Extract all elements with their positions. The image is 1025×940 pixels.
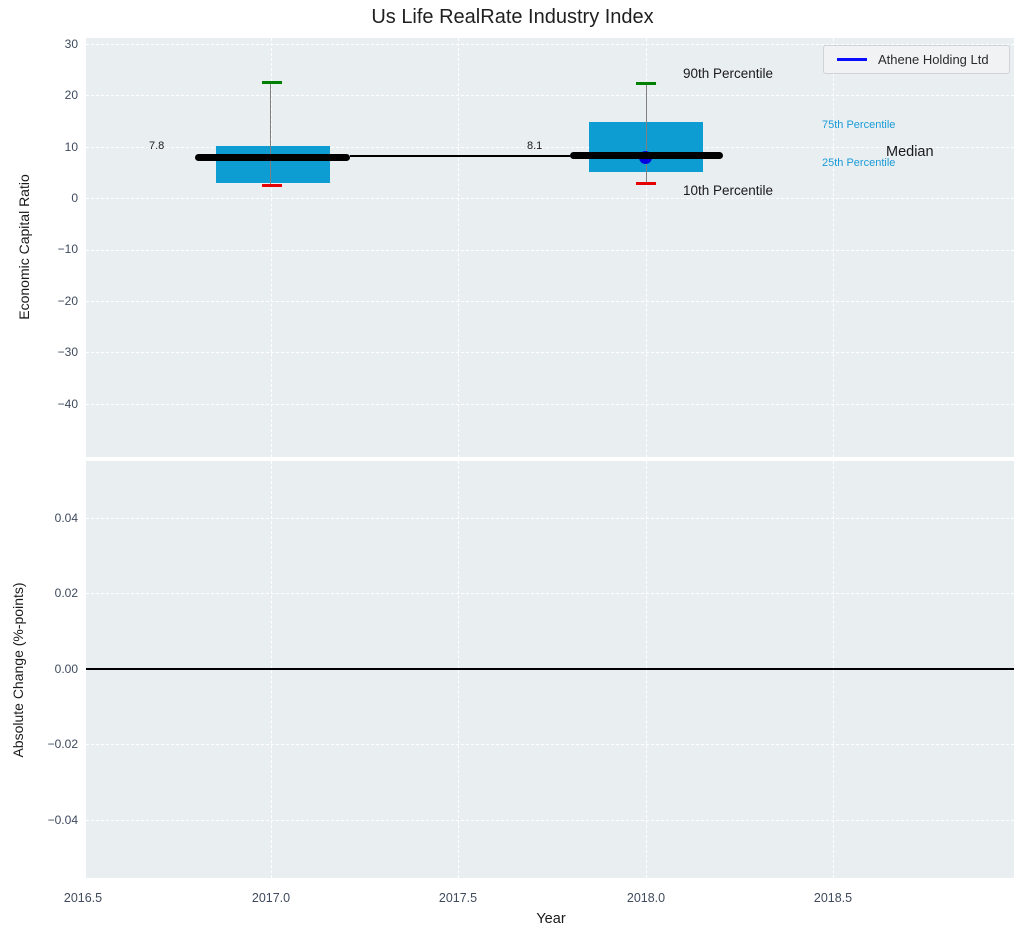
ytick-top: −40 — [57, 397, 78, 411]
ytick-bottom: −0.02 — [47, 737, 78, 751]
p75-label: 75th Percentile — [822, 119, 896, 131]
xtick: 2017.5 — [438, 891, 478, 905]
median-value-2018: 8.1 — [527, 140, 543, 152]
median-2018-line — [570, 152, 723, 159]
ytick-bottom: −0.04 — [47, 813, 78, 827]
boxplot-2018-p10-cap — [636, 182, 656, 185]
ytick-top: −20 — [57, 294, 78, 308]
top-y-axis-label: Economic Capital Ratio — [16, 174, 32, 320]
p25-label: 25th Percentile — [822, 157, 896, 169]
boxplot-2017-p10-cap — [262, 184, 282, 187]
x-axis-label: Year — [536, 911, 566, 927]
p10-label: 10th Percentile — [683, 183, 774, 198]
median-value-2017: 7.8 — [149, 140, 165, 152]
gridline-v — [458, 38, 459, 457]
gridline-h — [86, 518, 1014, 519]
gridline-h — [86, 301, 1014, 302]
gridline-v — [646, 38, 647, 457]
boxplot-2017-p90-cap — [262, 81, 282, 84]
ytick-top: 30 — [64, 37, 78, 51]
gridline-h — [86, 44, 1014, 45]
xtick: 2018.5 — [813, 891, 853, 905]
ytick-top: −10 — [57, 242, 78, 256]
gridline-h — [86, 352, 1014, 353]
boxplot-2017-box — [216, 146, 330, 183]
top-plot-area — [86, 38, 1014, 457]
gridline-h — [86, 250, 1014, 251]
median-connector-line — [350, 155, 570, 157]
gridline-v — [271, 38, 272, 457]
gridline-h — [86, 593, 1014, 594]
ytick-bottom: 0.00 — [54, 662, 78, 676]
legend-line-swatch-icon — [837, 58, 867, 61]
ytick-top: 10 — [64, 140, 78, 154]
median-2017-line — [195, 154, 350, 161]
gridline-h — [86, 404, 1014, 405]
chart-title: Us Life RealRate Industry Index — [371, 6, 654, 28]
xtick: 2016.5 — [63, 891, 103, 905]
boxplot-2017-whisker — [270, 82, 271, 186]
ytick-top: 0 — [71, 191, 78, 205]
p90-label: 90th Percentile — [683, 66, 774, 81]
ytick-top: −30 — [57, 345, 78, 359]
median-label: Median — [886, 144, 934, 160]
gridline-h — [86, 198, 1014, 199]
legend: Athene Holding Ltd — [823, 45, 1010, 74]
gridline-h — [86, 744, 1014, 745]
xtick: 2017.0 — [251, 891, 291, 905]
gridline-h — [86, 820, 1014, 821]
zero-change-line — [86, 668, 1014, 670]
boxplot-2018-whisker — [646, 83, 647, 184]
legend-entry-label: Athene Holding Ltd — [878, 52, 989, 67]
ytick-top: 20 — [64, 88, 78, 102]
gridline-h — [86, 95, 1014, 96]
bottom-y-axis-label: Absolute Change (%-points) — [10, 582, 26, 758]
xtick: 2018.0 — [626, 891, 666, 905]
ytick-bottom: 0.02 — [54, 586, 78, 600]
ytick-bottom: 0.04 — [54, 511, 78, 525]
boxplot-2018-p90-cap — [636, 82, 656, 85]
gridline-h — [86, 147, 1014, 148]
bottom-plot-area — [86, 461, 1014, 878]
gridline-v — [833, 38, 834, 457]
